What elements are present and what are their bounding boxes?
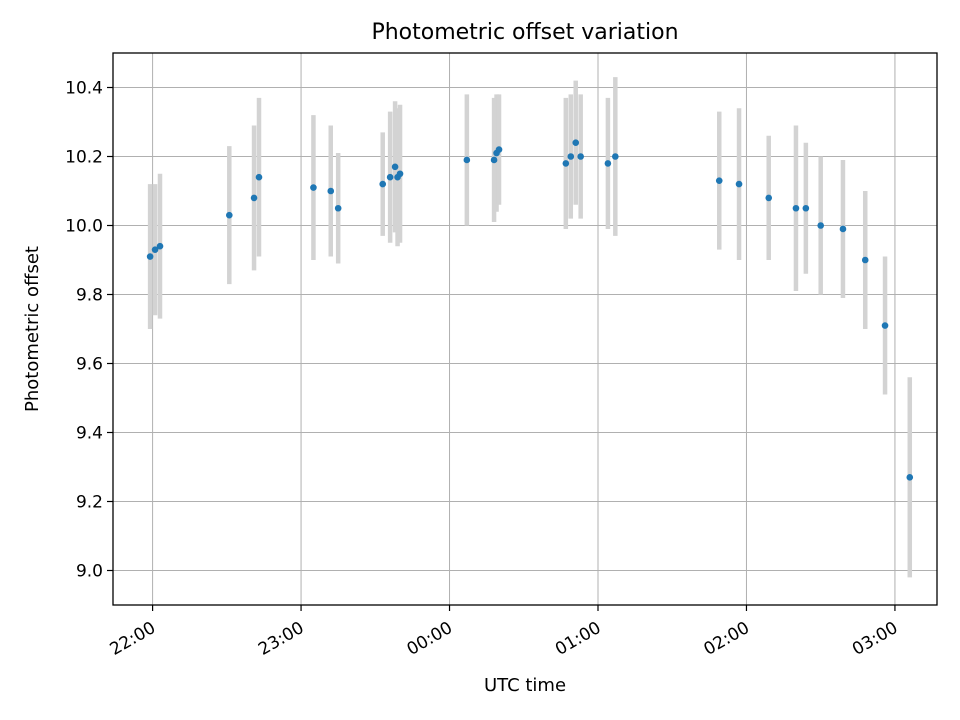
data-points xyxy=(146,139,914,481)
y-tick-label: 9.8 xyxy=(76,286,103,306)
data-point xyxy=(250,194,258,202)
x-axis-label: UTC time xyxy=(484,675,566,696)
data-point xyxy=(817,222,824,229)
chart-title: Photometric offset variation xyxy=(371,20,678,45)
data-point xyxy=(396,170,404,178)
data-point xyxy=(151,246,159,253)
data-point xyxy=(715,177,723,184)
data-point xyxy=(906,474,914,481)
y-axis-label: Photometric offset xyxy=(22,246,43,412)
data-point xyxy=(463,156,471,164)
y-tick-label: 9.4 xyxy=(76,424,103,444)
data-point xyxy=(562,160,570,167)
x-gridlines xyxy=(152,53,896,605)
data-point xyxy=(612,153,619,160)
y-tick-label: 9.6 xyxy=(76,355,103,375)
data-point xyxy=(391,163,399,171)
data-point xyxy=(881,322,889,329)
y-tick-label: 10.0 xyxy=(65,217,103,237)
y-tick-label: 10.2 xyxy=(65,148,103,168)
plot-frame xyxy=(112,52,938,606)
data-point xyxy=(792,204,800,212)
data-point xyxy=(146,253,154,260)
data-point xyxy=(255,173,263,181)
y-axis: 9.0 9.2 9.4 9.6 9.8 10.0 10.2 10.4 xyxy=(65,79,113,582)
data-point xyxy=(310,184,317,191)
data-point xyxy=(495,146,503,153)
y-tick-label: 10.4 xyxy=(65,79,103,99)
data-point xyxy=(861,256,869,264)
data-point xyxy=(567,153,575,160)
data-point xyxy=(735,180,743,188)
data-point xyxy=(765,194,773,202)
data-point xyxy=(572,139,580,146)
data-point xyxy=(802,204,810,212)
data-point xyxy=(226,211,233,219)
data-point xyxy=(327,187,335,195)
plot-area xyxy=(113,53,937,605)
data-point xyxy=(334,204,342,212)
y-tick-label: 9.0 xyxy=(76,562,103,582)
data-point xyxy=(386,173,394,181)
data-point xyxy=(839,225,847,233)
data-point xyxy=(156,242,164,250)
y-tick-label: 9.2 xyxy=(76,493,103,513)
data-point xyxy=(604,160,612,167)
data-point xyxy=(490,156,498,164)
data-point xyxy=(577,153,584,160)
data-point xyxy=(379,180,387,188)
y-gridlines xyxy=(113,87,937,571)
